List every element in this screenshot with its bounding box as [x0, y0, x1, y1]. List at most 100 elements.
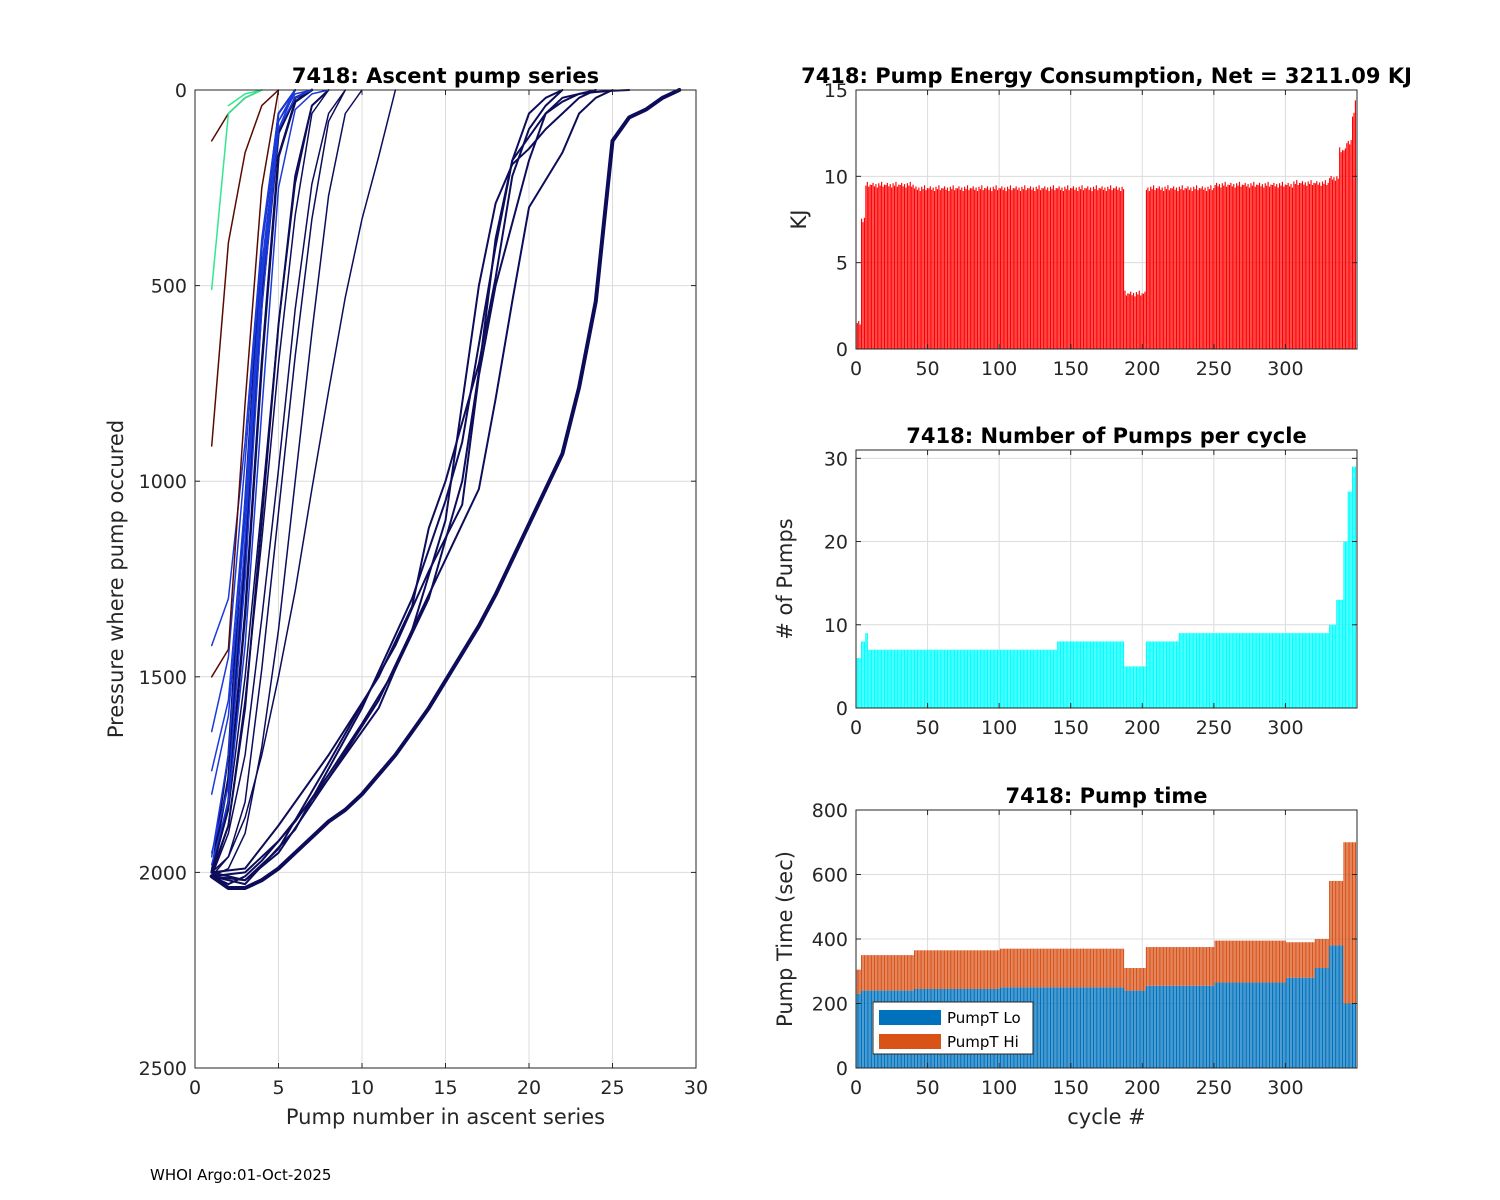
- y-tick-label: 5: [836, 253, 848, 275]
- bar: [1007, 649, 1009, 708]
- bar-pumpt-hi: [1241, 940, 1243, 983]
- bar-pumpt-lo: [1333, 945, 1335, 1068]
- bar: [913, 649, 916, 708]
- bar: [1070, 641, 1072, 708]
- series-line-mid-5: [210, 89, 363, 878]
- bar: [1035, 186, 1037, 349]
- bar: [1303, 184, 1305, 349]
- bar-pumpt-lo: [1231, 982, 1233, 1068]
- bar-pumpt-lo: [1171, 985, 1173, 1068]
- bar-pumpt-lo: [1213, 985, 1215, 1068]
- bar-pumpt-lo: [1280, 982, 1282, 1068]
- bar: [908, 185, 910, 349]
- bar: [1301, 181, 1304, 349]
- bar-pumpt-hi: [1251, 940, 1253, 983]
- bar: [1211, 633, 1213, 708]
- bar: [1213, 633, 1215, 708]
- bar: [1092, 186, 1095, 349]
- bar: [1025, 190, 1027, 349]
- bar-pumpt-lo: [1277, 982, 1279, 1068]
- bar-pumpt-lo: [1350, 1003, 1352, 1068]
- bar-pumpt-hi: [1256, 940, 1258, 983]
- bar: [1102, 641, 1105, 708]
- bar: [1277, 633, 1279, 708]
- bar-pumpt-lo: [1300, 977, 1302, 1068]
- bar-pumpt-hi: [902, 955, 904, 991]
- bar: [1052, 185, 1054, 349]
- bar: [922, 649, 924, 708]
- bar-pumpt-lo: [1111, 987, 1113, 1069]
- x-tick-label: 0: [850, 717, 862, 739]
- bar-pumpt-hi: [1014, 948, 1016, 988]
- bar-pumpt-hi: [1055, 948, 1057, 988]
- bar: [1070, 188, 1072, 349]
- bar: [1134, 666, 1136, 708]
- bar-pumpt-lo: [1062, 987, 1064, 1069]
- x-tick-label: 100: [981, 1077, 1017, 1099]
- bar: [1068, 190, 1070, 349]
- bar: [1075, 187, 1077, 349]
- bar: [1097, 641, 1099, 708]
- bar-pumpt-hi: [1304, 942, 1306, 978]
- bar: [1223, 185, 1225, 349]
- bar: [1296, 633, 1298, 708]
- bar: [1130, 291, 1132, 349]
- bar: [1218, 633, 1221, 708]
- bar-pumpt-lo: [1319, 968, 1321, 1068]
- bar-pumpt-lo: [1070, 987, 1072, 1069]
- bar-pumpt-hi: [1052, 948, 1054, 988]
- bar-pumpt-hi: [1218, 940, 1221, 983]
- bar-pumpt-lo: [1128, 990, 1130, 1068]
- bar: [1031, 649, 1033, 708]
- bar-pumpt-lo: [1258, 982, 1261, 1068]
- bar: [902, 649, 904, 708]
- bar: [871, 184, 873, 349]
- bar-pumpt-hi: [966, 950, 969, 989]
- bar-pumpt-hi: [1087, 948, 1089, 988]
- bar: [1124, 290, 1126, 349]
- bar: [1337, 178, 1339, 349]
- bar-pumpt-lo: [1304, 977, 1306, 1068]
- bar-pumpt-hi: [1284, 940, 1286, 983]
- bar: [1264, 633, 1266, 708]
- bar-pumpt-hi: [1150, 947, 1152, 986]
- bar-pumpt-lo: [1098, 987, 1100, 1069]
- bar: [1319, 633, 1321, 708]
- bar: [1038, 185, 1040, 349]
- bar: [1291, 633, 1294, 708]
- bar-pumpt-lo: [1234, 982, 1236, 1068]
- legend: PumpT Lo PumpT Hi: [872, 1001, 1034, 1055]
- x-tick-label: 0: [850, 358, 862, 380]
- bar-pumpt-hi: [1017, 948, 1019, 988]
- bar: [1321, 633, 1324, 708]
- bar-pumpt-hi: [1108, 948, 1110, 988]
- bar-pumpt-lo: [1314, 968, 1316, 1068]
- bar: [1158, 641, 1160, 708]
- bar: [981, 185, 983, 349]
- bar-pumpt-lo: [1241, 982, 1243, 1068]
- bar-pumpt-hi: [1049, 948, 1052, 988]
- bar: [1065, 641, 1067, 708]
- bar-pumpt-lo: [1042, 987, 1044, 1069]
- bar: [1022, 649, 1024, 708]
- legend-label: PumpT Lo: [947, 1009, 1021, 1027]
- bar-pumpt-hi: [1181, 947, 1183, 986]
- bar: [998, 188, 1000, 349]
- bar-pumpt-hi: [1098, 948, 1100, 988]
- bar-pumpt-hi: [1147, 947, 1149, 986]
- bar-pumpt-hi: [1007, 948, 1009, 988]
- bar-pumpt-hi: [868, 955, 870, 991]
- bar: [962, 191, 964, 349]
- bar: [931, 189, 933, 349]
- bar-pumpt-hi: [1161, 947, 1163, 986]
- bar-pumpt-hi: [1271, 940, 1273, 983]
- bar: [1081, 641, 1083, 708]
- bar: [1227, 184, 1229, 349]
- bar: [1102, 189, 1105, 349]
- bar: [1174, 189, 1176, 349]
- bar-pumpt-hi: [1216, 940, 1218, 983]
- bar: [906, 183, 908, 349]
- bar: [1233, 184, 1235, 349]
- bar: [965, 649, 967, 708]
- bar: [1230, 633, 1232, 708]
